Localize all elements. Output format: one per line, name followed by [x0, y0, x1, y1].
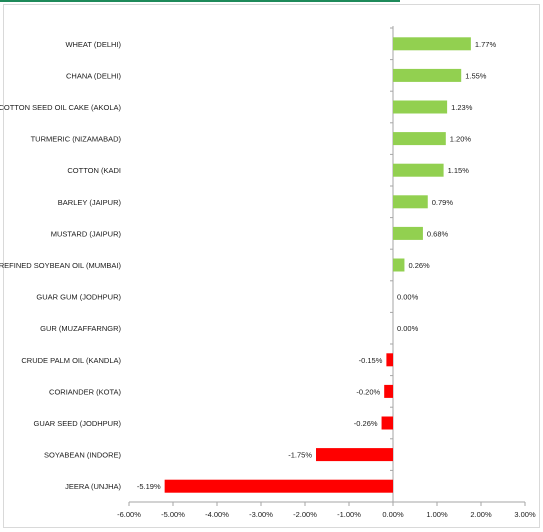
data-label: -0.20% — [356, 387, 380, 396]
category-label: WHEAT (DELHI) — [65, 40, 121, 49]
category-label: SOYABEAN (INDORE) — [44, 451, 121, 460]
data-label: -5.19% — [137, 482, 161, 491]
category-label: COTTON (KADI — [67, 166, 121, 175]
chart-frame — [3, 4, 540, 528]
x-tick-label: 0.00% — [382, 510, 404, 519]
data-label: 1.23% — [451, 103, 473, 112]
data-label: 0.79% — [432, 198, 454, 207]
category-label: GUAR SEED (JODHPUR) — [33, 419, 121, 428]
data-label: 1.20% — [450, 135, 472, 144]
category-label: BARLEY (JAIPUR) — [58, 198, 122, 207]
category-label: CRUDE PALM OIL (KANDLA) — [21, 356, 121, 365]
data-label: 0.00% — [397, 324, 419, 333]
bar — [316, 448, 393, 462]
bar — [164, 479, 393, 493]
bar — [393, 37, 471, 51]
category-label: GUR (MUZAFFARNGR) — [40, 324, 121, 333]
x-tick-label: -6.00% — [117, 510, 141, 519]
category-label: CORIANDER (KOTA) — [49, 387, 121, 396]
category-label: COTTON SEED OIL CAKE (AKOLA) — [0, 103, 121, 112]
x-tick-label: 3.00% — [514, 510, 536, 519]
bar — [386, 353, 393, 367]
data-label: 1.77% — [475, 40, 497, 49]
data-label: 0.26% — [408, 261, 430, 270]
data-label: -0.26% — [354, 419, 378, 428]
category-label: GUAR GUM (JODHPUR) — [36, 293, 121, 302]
x-tick-label: -4.00% — [205, 510, 229, 519]
bar — [381, 416, 393, 430]
data-label: 1.55% — [465, 71, 487, 80]
category-label: TURMERIC (NIZAMABAD) — [31, 135, 122, 144]
category-label: MUSTARD (JAIPUR) — [51, 229, 122, 238]
bar — [393, 195, 428, 209]
data-label: 0.00% — [397, 293, 419, 302]
category-label: CHANA (DELHI) — [66, 71, 122, 80]
bar — [393, 100, 448, 114]
x-tick-label: 1.00% — [426, 510, 448, 519]
x-tick-label: -1.00% — [337, 510, 361, 519]
x-tick-label: -3.00% — [249, 510, 273, 519]
bar — [393, 132, 446, 146]
bar — [393, 258, 405, 272]
bar — [393, 163, 444, 177]
bar — [393, 226, 423, 240]
data-label: 1.15% — [448, 166, 470, 175]
category-label: REFINED SOYBEAN OIL (MUMBAI) — [0, 261, 121, 270]
x-tick-label: -5.00% — [161, 510, 185, 519]
bar — [384, 384, 393, 398]
bar — [393, 68, 462, 82]
category-label: JEERA (UNJHA) — [65, 482, 121, 491]
top-accent-rule — [0, 0, 400, 2]
data-label: 0.68% — [427, 229, 449, 238]
x-tick-label: 2.00% — [470, 510, 492, 519]
data-label: -1.75% — [288, 451, 312, 460]
x-tick-label: -2.00% — [293, 510, 317, 519]
data-label: -0.15% — [359, 356, 383, 365]
